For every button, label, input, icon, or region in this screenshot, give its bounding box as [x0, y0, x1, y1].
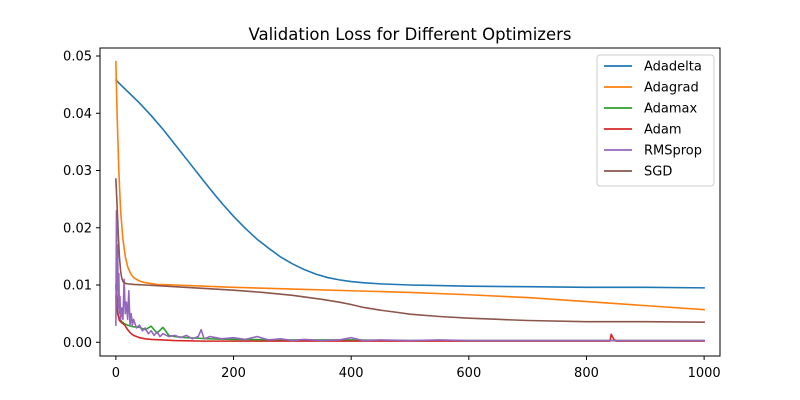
y-tick-label: 0.01 — [63, 279, 92, 294]
chart-title: Validation Loss for Different Optimizers — [248, 25, 571, 44]
legend-label-adamax: Adamax — [644, 102, 698, 117]
legend-label-adam: Adam — [644, 123, 682, 138]
x-tick-label: 200 — [221, 366, 246, 381]
y-tick-label: 0.05 — [63, 50, 92, 65]
series-line-rmsprop — [115, 209, 705, 342]
x-tick-label: 400 — [339, 366, 364, 381]
plot-frame — [99, 47, 721, 357]
x-axis: 0 200 400 600 800 1000 — [112, 356, 721, 381]
series-line-adadelta — [114, 78, 705, 289]
y-tick-label: 0.03 — [63, 164, 92, 179]
series-line-adam — [115, 284, 705, 342]
series-layer — [114, 60, 705, 342]
legend: Adadelta Adagrad Adamax Adam RMSprop SGD — [596, 54, 715, 187]
y-tick-label: 0.02 — [63, 221, 92, 236]
y-tick-label: 0.00 — [63, 336, 92, 351]
series-line-sgd — [115, 178, 705, 324]
legend-label-adagrad: Adagrad — [644, 81, 699, 96]
x-tick-label: 800 — [574, 366, 599, 381]
legend-label-adadelta: Adadelta — [644, 60, 702, 75]
x-tick-label: 1000 — [688, 366, 721, 381]
y-axis: 0.00 0.01 0.02 0.03 0.04 0.05 — [63, 50, 100, 351]
x-tick-label: 0 — [112, 366, 120, 381]
series-line-adagrad — [115, 60, 705, 311]
legend-label-rmsprop: RMSprop — [644, 144, 702, 159]
legend-label-sgd: SGD — [644, 165, 672, 180]
x-tick-label: 600 — [456, 366, 481, 381]
y-tick-label: 0.04 — [63, 107, 92, 122]
